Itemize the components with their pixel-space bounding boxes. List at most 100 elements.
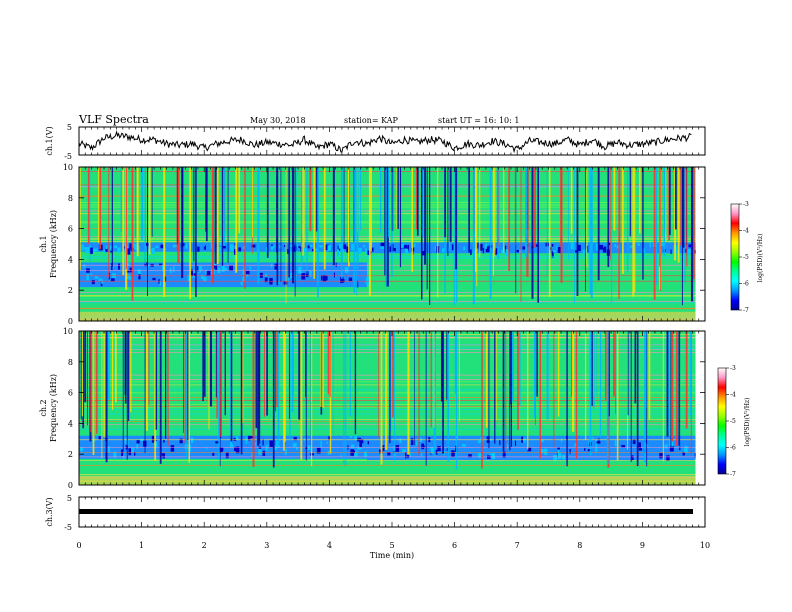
impulse-streak xyxy=(301,167,303,272)
impulse-streak xyxy=(455,167,458,270)
band-speckle xyxy=(637,243,641,246)
low-freq-band xyxy=(79,311,696,321)
impulse-streak xyxy=(135,167,137,239)
band-speckle xyxy=(105,247,108,253)
impulse-streak xyxy=(186,331,189,440)
band-speckle xyxy=(587,245,589,253)
impulse-streak xyxy=(437,167,439,298)
band-speckle xyxy=(649,242,651,248)
impulse-streak xyxy=(511,331,513,447)
band-speckle xyxy=(551,250,554,258)
band-speckle xyxy=(309,244,313,247)
band-speckle xyxy=(664,444,668,449)
impulse-streak xyxy=(241,331,244,423)
band-speckle xyxy=(382,445,385,451)
ch2-colorbar-ticks: -3 -4 -5 -6 -7 xyxy=(726,365,736,478)
impulse-streak xyxy=(605,331,607,401)
ch1-colorbar-ticks: -3 -4 -5 -6 -7 xyxy=(739,201,749,314)
band-speckle xyxy=(283,280,288,285)
impulse-streak xyxy=(586,167,588,268)
impulse-streak xyxy=(353,167,356,293)
impulse-streak xyxy=(288,167,290,278)
band-speckle xyxy=(172,244,177,248)
band-speckle xyxy=(151,247,155,254)
impulse-streak xyxy=(663,167,666,256)
band-speckle xyxy=(505,249,509,256)
band-speckle xyxy=(670,249,672,254)
impulse-streak xyxy=(155,331,158,430)
impulse-streak xyxy=(619,167,621,244)
impulse-streak xyxy=(502,331,505,452)
impulse-streak xyxy=(285,167,287,304)
time-tick-label: 8 xyxy=(577,541,582,550)
impulse-streak xyxy=(447,167,449,257)
impulse-streak xyxy=(202,331,204,402)
impulse-streak xyxy=(322,331,324,408)
band-speckle xyxy=(325,244,329,250)
band-speckle xyxy=(270,246,274,250)
impulse-streak xyxy=(692,167,695,280)
impulse-streak xyxy=(188,331,190,463)
band-speckle xyxy=(193,273,196,277)
impulse-streak xyxy=(159,331,162,464)
band-speckle xyxy=(251,451,253,458)
impulse-streak xyxy=(399,167,402,268)
band-speckle xyxy=(187,274,191,282)
sp1-yticks: 0 2 4 6 8 10 xyxy=(63,163,705,326)
band-speckle xyxy=(340,277,344,284)
impulse-streak xyxy=(536,331,538,397)
band-speckle xyxy=(335,262,337,268)
impulse-streak xyxy=(89,167,91,268)
impulse-streak xyxy=(509,331,511,451)
ch2-colorbar-label: log(PSD)(V²/Hz) xyxy=(744,398,751,447)
colorbar-tick-label: -7 xyxy=(730,471,736,478)
impulse-streak xyxy=(678,331,681,446)
impulse-streak xyxy=(531,167,534,299)
station-label: station= KAP xyxy=(344,116,399,125)
band-speckle xyxy=(103,249,106,254)
impulse-streak xyxy=(472,167,475,305)
impulse-streak xyxy=(474,167,477,273)
band-speckle xyxy=(251,244,256,248)
colorbar-tick-label: -7 xyxy=(743,307,749,314)
impulse-streak xyxy=(632,167,635,297)
impulse-streak xyxy=(220,331,222,438)
impulse-streak xyxy=(195,167,197,297)
band-speckle xyxy=(614,244,617,247)
impulse-streak xyxy=(379,167,382,233)
band-speckle xyxy=(322,275,327,282)
impulse-streak xyxy=(407,331,410,455)
ch3-trace xyxy=(79,509,693,514)
band-speckle xyxy=(126,270,130,273)
impulse-streak xyxy=(92,331,95,455)
band-speckle xyxy=(224,267,227,271)
impulse-streak xyxy=(348,167,350,267)
impulse-streak xyxy=(320,331,322,407)
impulse-streak xyxy=(680,167,683,246)
impulse-streak xyxy=(215,331,217,398)
impulse-streak xyxy=(674,167,677,230)
freq-tick-label: 4 xyxy=(68,255,73,264)
band-speckle xyxy=(94,276,99,279)
impulse-streak xyxy=(84,331,87,403)
time-tick-label: 6 xyxy=(452,541,457,550)
impulse-streak xyxy=(209,331,213,407)
ch3-voltage-panel: 5 -5 ch.3(V) xyxy=(45,494,706,532)
impulse-streak xyxy=(388,167,390,238)
impulse-streak xyxy=(575,331,578,459)
impulse-streak xyxy=(306,167,308,274)
impulse-streak xyxy=(440,331,444,402)
impulse-streak xyxy=(298,331,301,420)
band-speckle xyxy=(349,435,353,438)
impulse-streak xyxy=(610,167,611,261)
impulse-streak xyxy=(526,167,529,277)
band-speckle xyxy=(217,267,221,273)
ch1-ylabel: ch.1(V) xyxy=(45,126,54,155)
band-speckle xyxy=(557,447,560,450)
band-speckle xyxy=(159,281,162,286)
band-speckle xyxy=(204,245,206,251)
band-speckle xyxy=(269,440,273,448)
impulse-streak xyxy=(114,331,117,403)
band-speckle xyxy=(688,244,692,248)
band-speckle xyxy=(387,452,391,456)
